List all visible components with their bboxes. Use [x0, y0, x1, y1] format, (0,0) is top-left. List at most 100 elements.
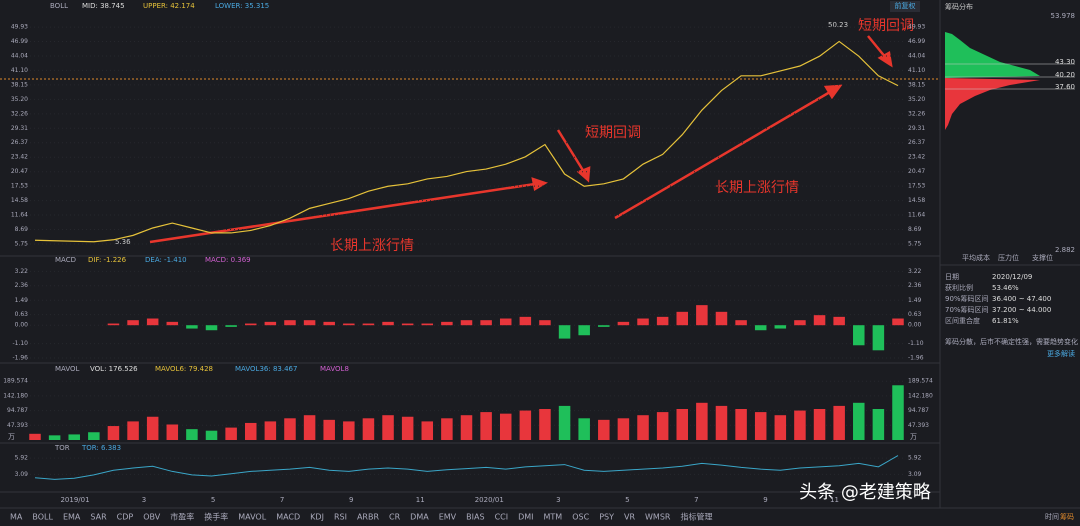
toolbar-item[interactable]: RSI [334, 513, 347, 522]
macd-dif: DIF: -1.226 [88, 256, 127, 264]
y-tick-label: 49.93 [11, 24, 28, 31]
tor-value: TOR: 6.383 [81, 444, 121, 452]
y-tick-label: 1.49 [908, 297, 922, 304]
toolbar-item[interactable]: ARBR [357, 513, 380, 522]
volume-bar [68, 434, 80, 440]
adjust-button[interactable] [890, 1, 920, 12]
volume-bar [794, 410, 806, 440]
toolbar-item[interactable]: SAR [90, 513, 107, 522]
y-tick-label: 29.31 [908, 125, 925, 132]
macd-bar [637, 318, 649, 326]
x-tick-label: 7 [280, 496, 284, 504]
toolbar-item[interactable]: DMI [518, 513, 533, 522]
y-tick-label: 5.92 [908, 455, 922, 462]
macd-bar [323, 321, 335, 326]
macd-bar [127, 320, 139, 326]
y-tick-label: 17.53 [11, 183, 28, 190]
annotation: 短期回调 [858, 18, 914, 34]
y-tick-label: -1.10 [12, 340, 28, 347]
x-tick-label: 5 [625, 496, 629, 504]
volume-bar [715, 405, 728, 440]
y-tick-label: 189.574 [908, 378, 933, 385]
toolbar-item[interactable]: MAVOL [238, 513, 266, 522]
more-link[interactable]: 更多解读 [1047, 349, 1075, 358]
macd-bar [166, 321, 179, 326]
toolbar-item[interactable]: WMSR [645, 513, 671, 522]
toolbar-item[interactable]: CDP [117, 513, 134, 522]
toolbar-item[interactable]: PSY [599, 513, 614, 522]
macd-bar [401, 323, 414, 326]
toolbar-item[interactable]: 换手率 [204, 512, 228, 522]
y-tick-label: 46.99 [11, 38, 28, 45]
y-tick-label: 14.58 [11, 197, 28, 204]
x-tick-label: 7 [694, 496, 698, 504]
macd-bar [715, 311, 728, 326]
y-tick-label: 38.15 [908, 81, 925, 88]
toolbar-item[interactable]: 指标管理 [680, 512, 712, 522]
macd-bar [892, 318, 904, 326]
volume-bar [598, 419, 610, 440]
toolbar-item[interactable]: MACD [276, 513, 300, 522]
macd-bar [421, 323, 434, 326]
y-tick-label: 14.58 [908, 197, 925, 204]
x-tick-label: 2020/01 [475, 496, 504, 504]
indicator-name[interactable]: MACD [55, 256, 76, 264]
toolbar-item[interactable]: OSC [572, 513, 589, 522]
info-value: 53.46% [992, 284, 1019, 292]
macd-bar [146, 318, 159, 326]
boll-lower: LOWER: 35.315 [215, 2, 269, 10]
macd-bar [480, 320, 492, 326]
volume-bar [833, 405, 845, 440]
chip-title: 筹码分布 [945, 2, 973, 11]
y-tick-label: 5.75 [15, 240, 29, 247]
info-key: 70%筹码区间 [945, 305, 989, 314]
indicator-name[interactable]: MAVOL [55, 365, 80, 373]
toolbar-item[interactable]: VR [624, 513, 635, 522]
toolbar-item[interactable]: CR [389, 513, 401, 522]
toolbar-item[interactable]: MTM [544, 513, 563, 522]
macd-bar [519, 316, 532, 326]
toolbar-item[interactable]: CCI [495, 513, 509, 522]
y-tick-label: 11.64 [908, 212, 925, 219]
y-tick-label: 11.64 [11, 212, 28, 219]
toolbar-item[interactable]: 市盈率 [170, 512, 194, 522]
chip-loss [945, 78, 1040, 130]
volume-bar [539, 409, 551, 440]
watermark: 头条 @老建策略 [799, 482, 931, 503]
toolbar-item[interactable]: EMV [439, 513, 457, 522]
macd-bar [774, 325, 787, 329]
indicator-name[interactable]: BOLL [50, 2, 68, 10]
macd-bar [460, 320, 473, 326]
y-tick-label: 94.787 [7, 407, 28, 414]
volume-bar [284, 418, 296, 440]
adjust-label[interactable]: 前复权 [895, 1, 916, 10]
y-tick-label: -1.96 [908, 354, 924, 361]
toolbar-item[interactable]: EMA [63, 513, 81, 522]
macd-bar [696, 305, 708, 326]
y-tick-label: 3.09 [15, 471, 29, 478]
toolbar-item[interactable]: OBV [143, 513, 161, 522]
y-tick-label: 20.47 [11, 168, 28, 175]
y-tick-label: 49.93 [908, 24, 925, 31]
y-tick-label: 5.92 [15, 455, 29, 462]
volume-bar [754, 412, 767, 440]
volume-bar [519, 410, 532, 440]
macd-bar [539, 320, 551, 326]
toolbar-item[interactable]: BOLL [32, 513, 53, 522]
price-line [34, 40, 899, 243]
boll-upper: UPPER: 42.174 [143, 2, 195, 10]
toolbar-item[interactable]: BIAS [466, 513, 484, 522]
y-tick-label: 44.04 [908, 52, 925, 59]
indicator-name[interactable]: TOR [54, 444, 70, 452]
mavol36: MAVOL36: 83.467 [235, 365, 297, 373]
toolbar-item[interactable]: MA [10, 513, 23, 522]
chip-top: 53.978 [1051, 12, 1076, 20]
high-label: 50.23 [828, 21, 848, 29]
y-tick-label: 35.20 [11, 96, 28, 103]
toolbar-item[interactable]: KDJ [310, 513, 324, 522]
y-tick-label: 20.47 [908, 168, 925, 175]
macd-bar [499, 318, 512, 326]
toolbar-item[interactable]: DMA [410, 513, 429, 522]
toolbar-item[interactable]: 筹码 [1060, 512, 1074, 521]
toolbar-item[interactable]: 时间 [1045, 512, 1059, 521]
